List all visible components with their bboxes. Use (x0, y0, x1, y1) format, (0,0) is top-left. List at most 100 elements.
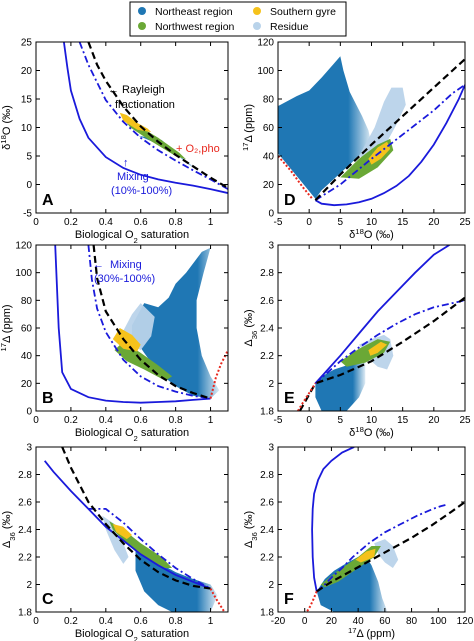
x-tick-label: 0.2 (64, 616, 78, 627)
x-tick-label: 0.4 (99, 616, 113, 627)
legend-dot-residue (253, 22, 261, 30)
rayleigh-label-line1: Rayleigh (122, 84, 165, 96)
series-mixing (314, 245, 450, 384)
x-axis-label: δ18O (‰) (349, 425, 394, 440)
x-tick-label: 1 (208, 415, 214, 426)
y-ticks: 1.8 2 2.2 2.4 2.6 2.8 3 (260, 241, 465, 418)
y-axis-label: Δ36 (‰) (243, 309, 259, 346)
region-northeast (278, 56, 372, 199)
legend-label-residue: Residue (270, 21, 309, 33)
x-tick-label: 80 (406, 616, 418, 627)
y-tick-label: 1.8 (18, 608, 32, 619)
y-tick-label: 80 (21, 296, 33, 307)
x-tick-label: 0.8 (169, 616, 183, 627)
region-northeast (315, 358, 366, 411)
y-tick-label: 5 (26, 152, 32, 163)
series-mixing-dashdot (316, 503, 447, 593)
series-mixing (43, 460, 211, 590)
y-tick-label: 2.2 (260, 351, 274, 362)
y-tick-label: 20 (21, 66, 33, 77)
mixing-label: Mixing (117, 171, 149, 183)
x-axis-label: Biological O2 saturation (75, 229, 189, 245)
y-tick-label: 100 (15, 268, 32, 279)
x-ticks: 0 0.2 0.4 0.6 0.8 1 (33, 447, 214, 627)
region-northeast (132, 247, 220, 399)
plot-area (305, 447, 465, 612)
x-tick-label: 0.6 (134, 415, 148, 426)
legend-label-southern: Southern gyre (270, 6, 336, 18)
legend-label-northwest: Northwest region (155, 21, 235, 33)
x-axis-label: Biological O2 saturation (75, 427, 189, 443)
y-tick-label: 3 (26, 443, 32, 454)
x-tick-label: 0.8 (169, 217, 183, 228)
legend-label-northeast: Northeast region (155, 6, 233, 18)
y-tick-label: 15 (21, 95, 33, 106)
series-rayleigh (298, 296, 465, 411)
y-tick-label: 80 (263, 95, 275, 106)
panel-letter: F (284, 591, 294, 608)
region-southern (355, 548, 376, 563)
panel-letter: B (42, 390, 54, 407)
y-tick-label: 1.8 (260, 407, 274, 418)
x-tick-label: 1 (208, 616, 214, 627)
y-tick-label: 3 (268, 241, 274, 252)
series-photo (209, 349, 228, 399)
x-tick-label: 0.6 (134, 616, 148, 627)
region-residue (374, 539, 399, 568)
y-tick-label: 2.8 (260, 470, 274, 481)
legend-box (129, 1, 347, 37)
series-rayleigh (92, 245, 211, 400)
panel-c: 0 0.2 0.4 0.6 0.8 1 1.8 2 2.2 2.4 2.6 2.8 3 Biologica… (1, 443, 229, 641)
y-tick-label: 2.2 (18, 553, 32, 564)
y-tick-label: 0 (26, 407, 32, 418)
x-ticks: 0 0.2 0.4 0.6 0.8 1 (33, 42, 214, 228)
y-tick-label: 2.4 (18, 525, 32, 536)
x-tick-label: -20 (271, 616, 286, 627)
y-axis-label: Δ36 (‰) (1, 511, 17, 548)
x-tick-label: 0.4 (99, 415, 113, 426)
legend-dot-northwest (138, 22, 146, 30)
series-mixing (63, 42, 228, 194)
y-tick-label: 40 (263, 152, 275, 163)
region-northwest (114, 341, 173, 381)
mixing-b-label: Mixing (110, 259, 142, 271)
y-axis-label: δ18O (‰) (0, 105, 13, 150)
region-southern (119, 112, 152, 133)
y-axis-label: 17Δ (ppm) (0, 304, 13, 351)
y-tick-label: 2.6 (18, 498, 32, 509)
x-tick-label: 20 (428, 217, 440, 228)
y-tick-label: 2.4 (260, 525, 274, 536)
panel-letter: E (284, 390, 295, 407)
panel-a-annotations: Rayleigh fractionation ← + O₂,pho Mixing… (108, 84, 220, 197)
series-mixing-dashdot (314, 84, 465, 201)
x-tick-label: 20 (428, 415, 440, 426)
mixing-range-label: (10%-100%) (111, 185, 172, 197)
legend-dot-northeast (138, 7, 146, 15)
y-tick-label: 2.8 (18, 470, 32, 481)
y-ticks: 1.8 2 2.2 2.4 2.6 2.8 3 (260, 443, 465, 619)
series-photo (278, 155, 314, 200)
x-tick-label: 20 (326, 616, 338, 627)
x-ticks: 0 0.2 0.4 0.6 0.8 1 (33, 245, 214, 426)
y-tick-label: 0 (268, 209, 274, 220)
x-tick-label: 0.2 (64, 415, 78, 426)
series-rayleigh (316, 501, 465, 593)
plot-area (54, 245, 228, 404)
x-tick-label: 0.8 (169, 415, 183, 426)
legend-dot-southern (253, 7, 261, 15)
y-tick-label: 3 (268, 443, 274, 454)
x-ticks: -5 0 5 10 15 20 25 (274, 42, 471, 228)
x-tick-label: -5 (274, 217, 283, 228)
plot-area (297, 245, 465, 411)
y-tick-label: 40 (21, 351, 33, 362)
x-tick-label: 0.4 (99, 217, 113, 228)
x-tick-label: -5 (274, 415, 283, 426)
x-tick-label: 0 (33, 415, 39, 426)
series-photo (297, 382, 317, 411)
panel-e: -5 0 5 10 15 20 25 1.8 2 2.2 2.4 2.6 2.8 3 δ18O (‰) Δ36… (243, 241, 471, 440)
panel-b: 0 0.2 0.4 0.6 0.8 1 0 20 40 60 80 100 120 Biological … (0, 241, 229, 443)
y-axis-label: Δ36 (‰) (243, 511, 259, 548)
